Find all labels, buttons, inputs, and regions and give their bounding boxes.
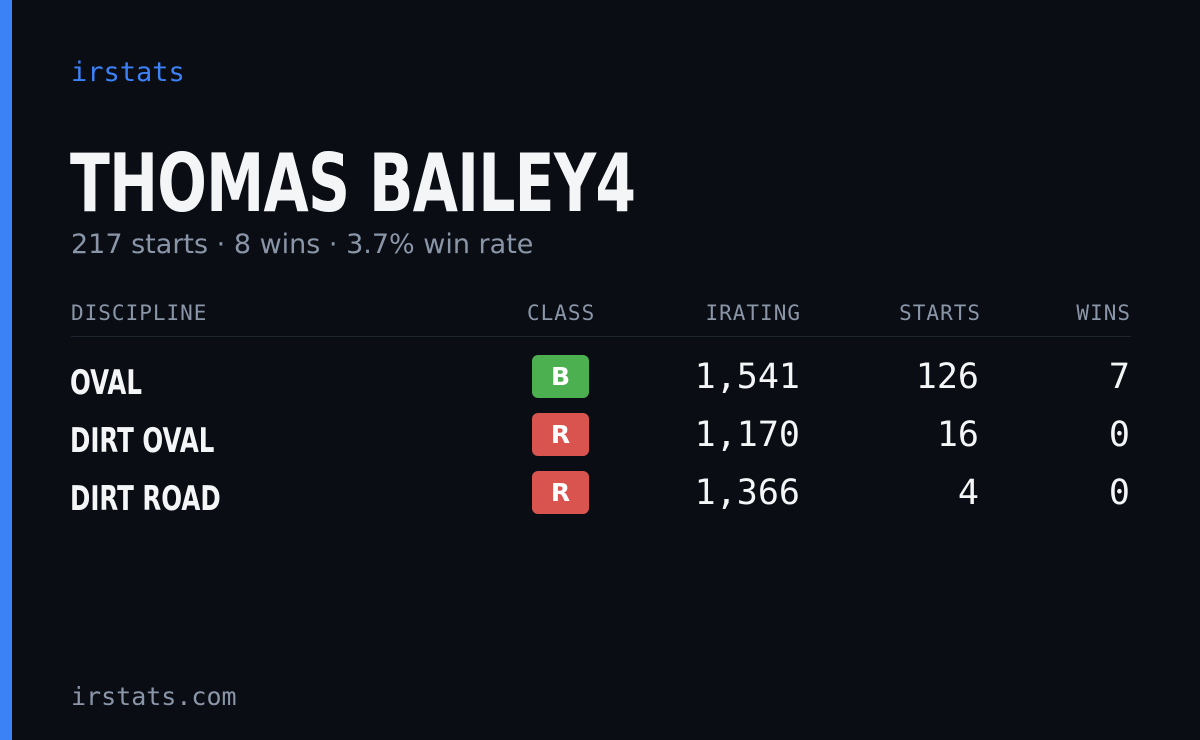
discipline-label: OVAL (70, 363, 142, 403)
discipline-label: DIRT ROAD (70, 479, 221, 519)
header-wins: WINS (1076, 301, 1131, 325)
starts-value: 16 (936, 415, 979, 455)
table-row: DIRT OVAL R 1,170 16 0 (0, 413, 1200, 471)
starts-value: 4 (957, 473, 979, 513)
header-divider (71, 336, 1131, 337)
footer-domain: irstats.com (71, 682, 237, 711)
wins-value: 0 (1108, 415, 1130, 455)
wins-value: 0 (1108, 473, 1130, 513)
starts-value: 126 (915, 357, 979, 397)
irating-value: 1,541 (694, 357, 800, 397)
irating-value: 1,170 (694, 415, 800, 455)
class-badge: R (532, 471, 589, 514)
table-row: DIRT ROAD R 1,366 4 0 (0, 471, 1200, 529)
brand-logo: irstats (71, 57, 185, 88)
class-badge: R (532, 413, 589, 456)
table-row: OVAL B 1,541 126 7 (0, 355, 1200, 413)
header-class: CLASS (527, 301, 596, 325)
wins-value: 7 (1108, 357, 1130, 397)
header-starts: STARTS (899, 301, 981, 325)
irating-value: 1,366 (694, 473, 800, 513)
header-irating: IRATING (705, 301, 801, 325)
class-badge: B (532, 355, 589, 398)
driver-summary: 217 starts · 8 wins · 3.7% win rate (71, 229, 534, 260)
discipline-label: DIRT OVAL (70, 421, 215, 461)
driver-name: THOMAS BAILEY4 (70, 137, 636, 230)
header-discipline: DISCIPLINE (71, 301, 208, 325)
accent-bar (0, 0, 12, 740)
